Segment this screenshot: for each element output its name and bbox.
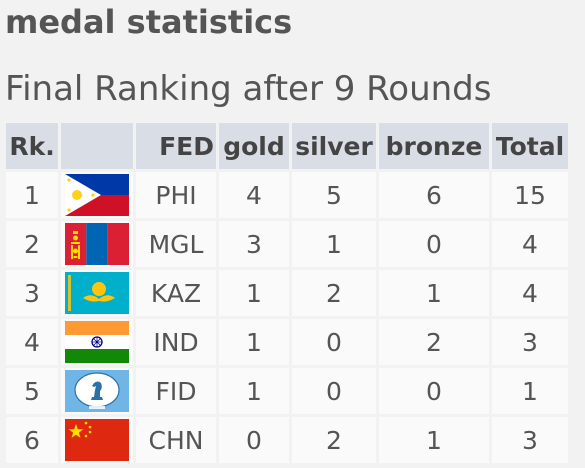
header-total: Total: [492, 123, 568, 169]
fed-cell: KAZ: [136, 270, 216, 316]
india-flag-icon: [65, 321, 129, 363]
rank-cell: 2: [6, 221, 58, 267]
table-row: 5 FID 1 0 0 1: [6, 368, 568, 414]
total-cell: 4: [492, 270, 568, 316]
page-title: medal statistics: [5, 3, 293, 41]
mongolia-flag-icon: [65, 223, 129, 265]
bronze-cell: 2: [379, 319, 489, 365]
silver-cell: 1: [292, 221, 376, 267]
fide-flag-icon: [65, 370, 129, 412]
silver-cell: 2: [292, 417, 376, 463]
bronze-cell: 6: [379, 172, 489, 218]
table-row: 4: [6, 319, 568, 365]
fed-cell: PHI: [136, 172, 216, 218]
total-cell: 4: [492, 221, 568, 267]
page-subtitle: Final Ranking after 9 Rounds: [5, 69, 492, 109]
bronze-cell: 1: [379, 417, 489, 463]
fed-cell: IND: [136, 319, 216, 365]
table-row: 2: [6, 221, 568, 267]
gold-cell: 0: [219, 417, 289, 463]
header-silver: silver: [292, 123, 376, 169]
total-cell: 3: [492, 417, 568, 463]
fed-cell: FID: [136, 368, 216, 414]
gold-cell: 1: [219, 319, 289, 365]
silver-cell: 0: [292, 319, 376, 365]
table-header-row: Rk. FED gold silver bronze Total: [6, 123, 568, 169]
rank-cell: 5: [6, 368, 58, 414]
gold-cell: 1: [219, 368, 289, 414]
gold-cell: 4: [219, 172, 289, 218]
total-cell: 1: [492, 368, 568, 414]
header-flag: [61, 123, 133, 169]
bronze-cell: 1: [379, 270, 489, 316]
table-row: 6 CHN 0 2 1: [6, 417, 568, 463]
gold-cell: 3: [219, 221, 289, 267]
fed-cell: MGL: [136, 221, 216, 267]
rank-cell: 4: [6, 319, 58, 365]
rank-cell: 3: [6, 270, 58, 316]
fed-cell: CHN: [136, 417, 216, 463]
total-cell: 3: [492, 319, 568, 365]
table-row: 3 KAZ 1 2 1 4: [6, 270, 568, 316]
rank-cell: 1: [6, 172, 58, 218]
bronze-cell: 0: [379, 368, 489, 414]
header-bronze: bronze: [379, 123, 489, 169]
total-cell: 15: [492, 172, 568, 218]
header-gold: gold: [219, 123, 289, 169]
table-row: 1 PHI 4: [6, 172, 568, 218]
silver-cell: 0: [292, 368, 376, 414]
bronze-cell: 0: [379, 221, 489, 267]
kazakhstan-flag-icon: [65, 272, 129, 314]
header-rank: Rk.: [6, 123, 58, 169]
china-flag-icon: [65, 419, 129, 461]
silver-cell: 2: [292, 270, 376, 316]
gold-cell: 1: [219, 270, 289, 316]
rank-cell: 6: [6, 417, 58, 463]
philippines-flag-icon: [65, 174, 129, 216]
silver-cell: 5: [292, 172, 376, 218]
header-fed: FED: [136, 123, 216, 169]
medal-table: Rk. FED gold silver bronze Total 1: [3, 120, 571, 466]
